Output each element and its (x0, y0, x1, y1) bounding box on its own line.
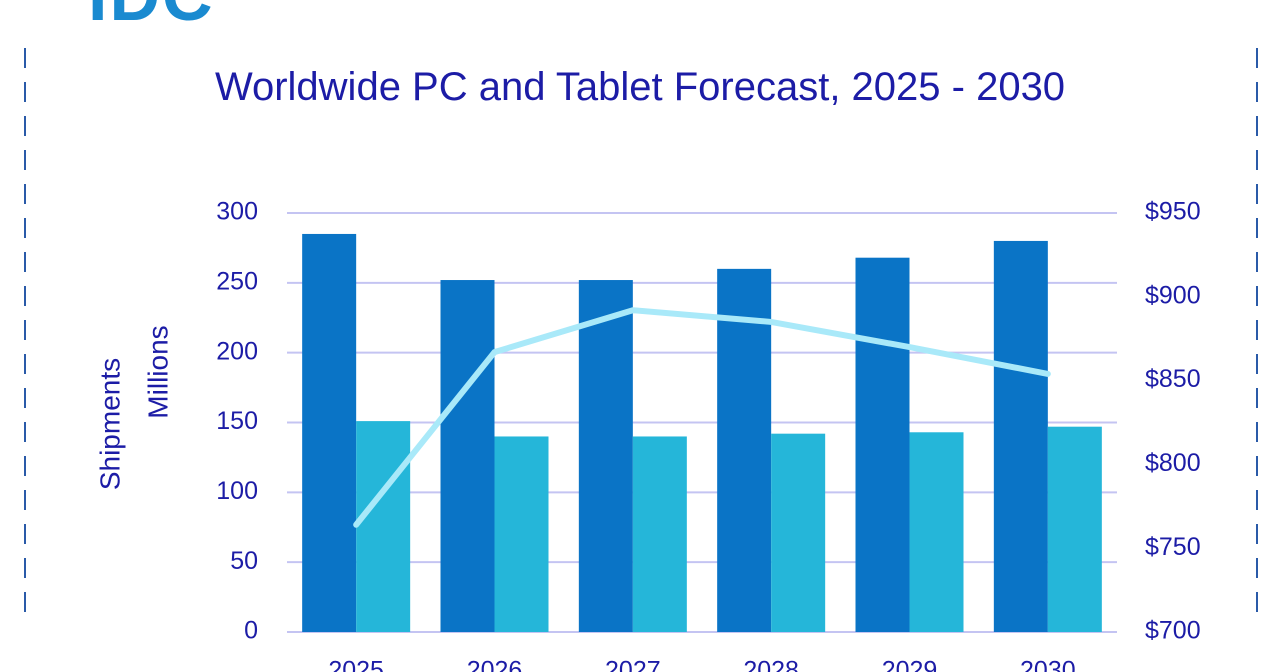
x-tick-label: 2026 (467, 657, 523, 672)
line (353, 307, 1051, 528)
bar (578, 280, 633, 632)
y2-tick-label: $700 (1145, 617, 1201, 645)
bar (909, 432, 964, 632)
y2-tick-label: $900 (1145, 281, 1201, 309)
bar (356, 421, 411, 632)
y2-tick-label: $800 (1145, 449, 1201, 477)
x-tick-label: 2025 (328, 657, 384, 672)
x-tick-label: 2027 (605, 657, 661, 672)
bar (1047, 426, 1102, 632)
logo: IDC (88, 0, 215, 36)
y-tick-label: 0 (244, 617, 258, 645)
y-tick-label: 200 (216, 337, 258, 365)
bar (855, 257, 910, 632)
y2-tick-label: $850 (1145, 365, 1201, 393)
y-tick-label: 100 (216, 477, 258, 505)
y-tick-label: 50 (230, 547, 258, 575)
bar (771, 433, 826, 632)
x-tick-label: 2030 (1020, 657, 1076, 672)
y-tick-label: 250 (216, 267, 258, 295)
bar (494, 436, 549, 632)
bar (717, 268, 772, 632)
bar (440, 280, 495, 632)
chart-title: Worldwide PC and Tablet Forecast, 2025 -… (214, 65, 1066, 109)
y-axis-label: Shipments (94, 358, 125, 490)
y2-tick-label: $750 (1145, 533, 1201, 561)
y-axis-label: Millions (142, 325, 173, 418)
y2-tick-label: $950 (1145, 198, 1201, 226)
y-tick-label: 300 (216, 198, 258, 226)
y-tick-label: 150 (216, 407, 258, 435)
bar (302, 233, 357, 632)
x-tick-label: 2028 (743, 657, 799, 672)
x-tick-label: 2029 (882, 657, 938, 672)
bar (993, 240, 1048, 632)
bar (632, 436, 687, 632)
